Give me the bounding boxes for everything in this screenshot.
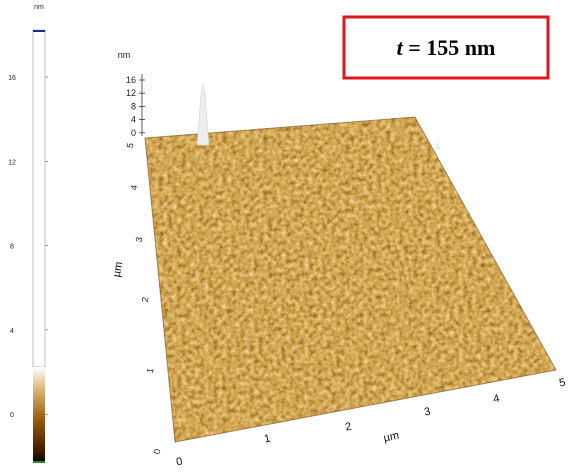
z-tick-label: 8 xyxy=(131,101,136,111)
colorbar-tick-label: 12 xyxy=(8,159,16,166)
colorbar-tick-label: 8 xyxy=(10,244,14,251)
x-tick-label: 1 xyxy=(263,433,271,446)
x-tick-label: 4 xyxy=(492,393,500,406)
x-tick-label: 2 xyxy=(344,421,352,434)
spike xyxy=(435,140,441,150)
y-tick-label: 1 xyxy=(145,367,156,374)
y-axis-unit: µm xyxy=(111,261,126,278)
z-tick-label: 0 xyxy=(131,128,136,138)
spike xyxy=(196,83,210,146)
label: t = 155 nm xyxy=(397,35,496,60)
z-tick-label: 12 xyxy=(126,88,136,98)
colorbar-unit: nm xyxy=(34,4,44,11)
label-box xyxy=(342,15,550,80)
colorbar-tick-label: 16 xyxy=(8,75,16,82)
y-tick-label: 2 xyxy=(140,296,151,303)
x-tick-label: 3 xyxy=(423,406,431,419)
z-tick-label: 16 xyxy=(126,75,136,85)
z-axis-unit: nm xyxy=(118,50,131,60)
y-tick-label: 5 xyxy=(125,142,136,149)
label-rest: = 155 nm xyxy=(408,35,495,60)
y-tick-label: 4 xyxy=(129,184,140,191)
label-variable: t xyxy=(397,35,404,60)
y-tick-label: 3 xyxy=(134,236,145,243)
z-tick-label: 4 xyxy=(131,115,136,125)
x-tick-label: 0 xyxy=(175,456,183,469)
colorbar-tick-label: 0 xyxy=(10,412,14,419)
colorbar-scale xyxy=(33,367,45,463)
x-tick-label: 5 xyxy=(558,377,566,390)
colorbar-top xyxy=(32,29,46,368)
y-tick-label: 0 xyxy=(152,448,163,455)
colorbar-tick-label: 4 xyxy=(10,328,14,335)
x-axis-unit: µm xyxy=(383,430,401,445)
surface-edge xyxy=(144,116,557,443)
